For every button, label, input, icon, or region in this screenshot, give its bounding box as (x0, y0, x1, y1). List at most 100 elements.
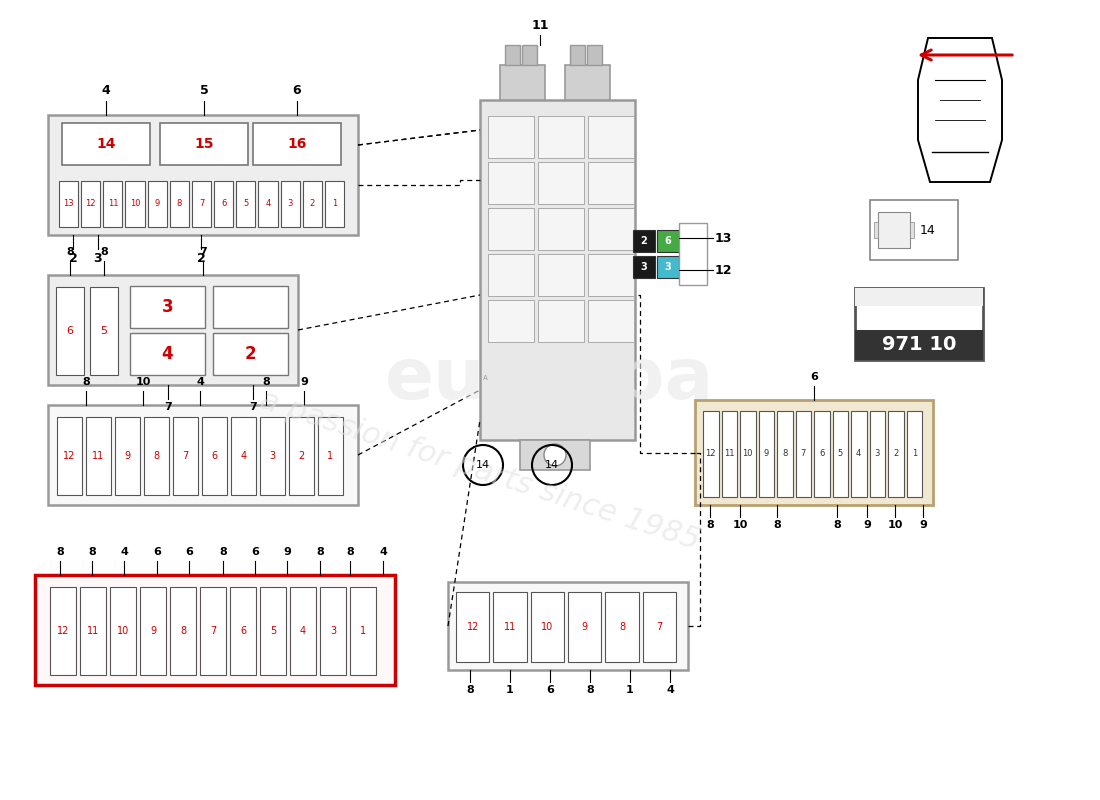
Text: 2: 2 (640, 236, 648, 246)
Bar (80, 587, 106, 675)
Bar (57, 417, 82, 495)
Bar (679, 223, 707, 285)
Text: 13: 13 (715, 231, 733, 245)
Bar (170, 587, 196, 675)
Text: 11: 11 (724, 450, 735, 458)
Text: 11: 11 (92, 451, 104, 461)
Bar (570, 45, 585, 65)
Bar (260, 417, 285, 495)
Text: 12: 12 (466, 622, 478, 632)
Circle shape (544, 444, 566, 466)
Text: 2: 2 (298, 451, 305, 461)
Text: 3: 3 (664, 262, 671, 272)
Text: 6: 6 (664, 236, 671, 246)
Text: 5: 5 (243, 199, 249, 209)
Bar (50, 587, 76, 675)
Text: 1: 1 (360, 626, 366, 636)
Bar (35, 575, 395, 685)
Text: 3: 3 (270, 451, 276, 461)
Bar (588, 300, 634, 342)
Bar (130, 286, 205, 328)
Text: 8: 8 (180, 626, 186, 636)
Bar (81, 181, 100, 227)
Bar (855, 288, 983, 360)
Text: 4: 4 (162, 345, 174, 363)
Bar (140, 587, 166, 675)
Bar (740, 411, 756, 497)
Text: 14: 14 (920, 223, 936, 237)
Bar (488, 254, 534, 296)
Bar (632, 230, 654, 252)
Text: 9: 9 (763, 450, 769, 458)
Text: 10: 10 (742, 450, 754, 458)
Text: 3: 3 (640, 262, 648, 272)
Bar (320, 587, 346, 675)
Text: 8: 8 (177, 199, 182, 209)
Bar (530, 592, 564, 662)
Bar (62, 123, 150, 165)
Bar (350, 587, 376, 675)
Bar (759, 411, 774, 497)
Text: 12: 12 (64, 451, 76, 461)
Text: 7: 7 (199, 247, 207, 257)
Text: 8: 8 (88, 547, 96, 557)
Bar (855, 288, 983, 306)
Bar (231, 417, 256, 495)
Text: 11: 11 (108, 199, 118, 209)
Text: 11: 11 (531, 19, 549, 32)
Text: 14: 14 (544, 460, 559, 470)
Text: 4: 4 (379, 547, 387, 557)
Bar (48, 405, 358, 505)
Text: 12: 12 (705, 450, 716, 458)
Bar (588, 116, 634, 158)
Bar (302, 181, 322, 227)
Text: 1: 1 (328, 451, 333, 461)
Text: 6: 6 (293, 84, 301, 97)
Bar (722, 411, 737, 497)
Bar (214, 181, 233, 227)
Text: 3: 3 (330, 626, 337, 636)
Text: 4: 4 (120, 547, 128, 557)
Bar (833, 411, 848, 497)
Bar (48, 275, 298, 385)
Text: 9: 9 (300, 377, 308, 387)
Text: 10: 10 (135, 377, 151, 387)
Bar (869, 411, 886, 497)
Bar (493, 592, 527, 662)
Bar (147, 181, 167, 227)
Text: a passion for parts since 1985: a passion for parts since 1985 (256, 385, 704, 555)
Text: 10: 10 (130, 199, 141, 209)
Bar (605, 592, 639, 662)
Text: 7: 7 (164, 402, 172, 412)
Text: 9: 9 (283, 547, 290, 557)
Text: 7: 7 (210, 626, 216, 636)
Bar (795, 411, 811, 497)
Text: 2: 2 (68, 252, 77, 265)
Text: 4: 4 (196, 377, 204, 387)
Bar (260, 587, 286, 675)
Bar (324, 181, 344, 227)
Text: 11: 11 (87, 626, 99, 636)
Text: 9: 9 (582, 622, 587, 632)
Bar (116, 417, 140, 495)
Bar (202, 417, 227, 495)
Text: 7: 7 (199, 199, 205, 209)
Bar (173, 417, 198, 495)
Bar (538, 162, 584, 204)
Text: 8: 8 (66, 247, 74, 257)
Text: 971 10: 971 10 (882, 335, 956, 354)
Text: 12: 12 (715, 263, 733, 277)
Text: 10: 10 (117, 626, 129, 636)
Text: 6: 6 (211, 451, 218, 461)
Bar (144, 417, 169, 495)
Bar (505, 45, 520, 65)
Text: 7: 7 (183, 451, 188, 461)
Text: 5: 5 (837, 450, 843, 458)
Text: 7: 7 (249, 402, 257, 412)
Bar (130, 333, 205, 375)
Bar (588, 162, 634, 204)
Text: 8: 8 (219, 547, 227, 557)
Bar (456, 592, 490, 662)
Bar (160, 123, 248, 165)
Text: 8: 8 (82, 377, 90, 387)
